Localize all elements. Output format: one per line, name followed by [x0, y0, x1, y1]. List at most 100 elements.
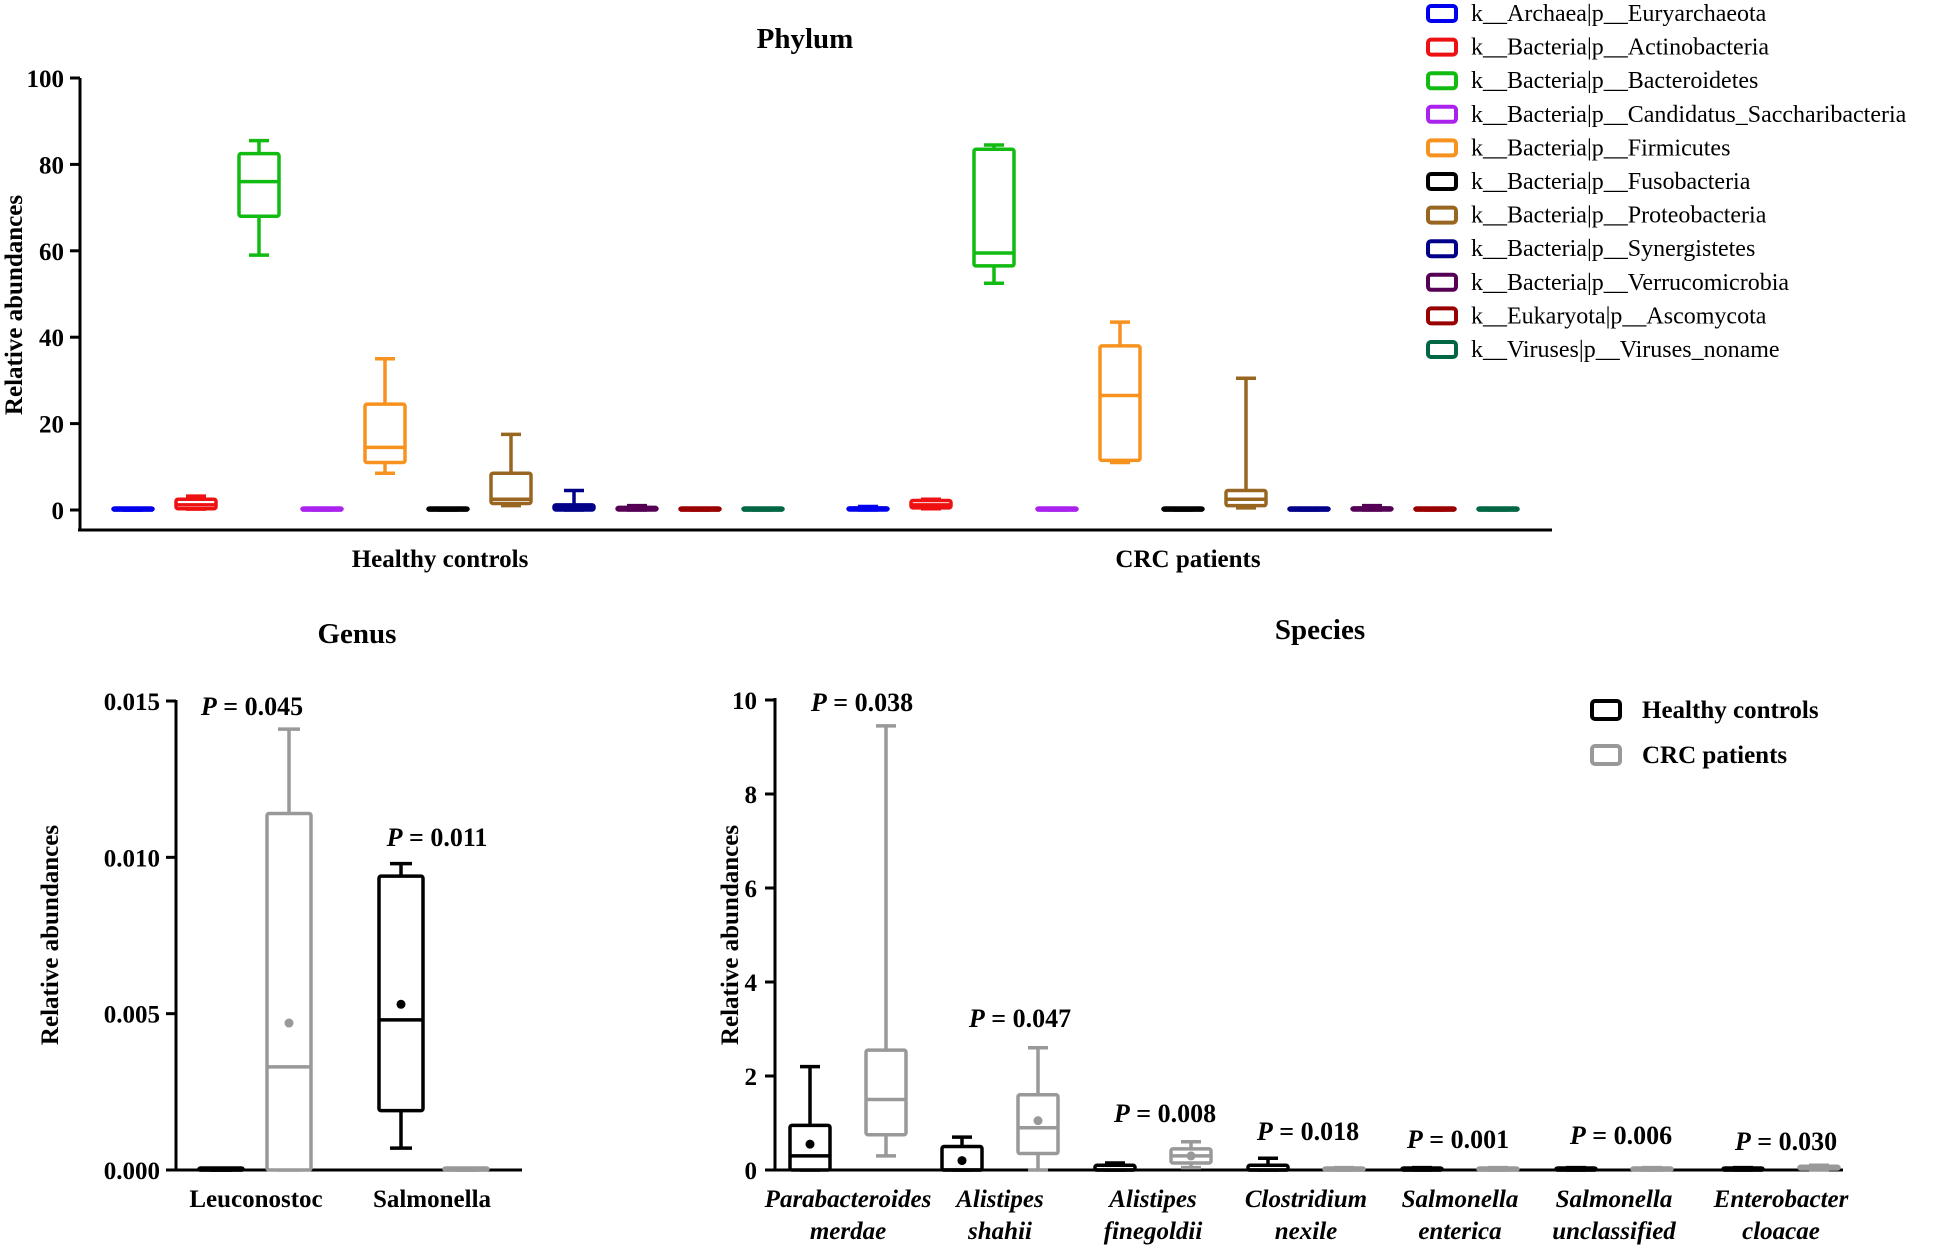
species-y-tick-label: 0: [745, 1158, 758, 1185]
phylum-box: [678, 506, 722, 512]
phylum-y-tick-label: 40: [39, 325, 64, 352]
phylum-box: [1476, 506, 1520, 512]
phylum-box: [909, 497, 953, 511]
phylum-box: [426, 506, 470, 512]
phylum-y-tick-label: 60: [39, 239, 64, 266]
species-category-label: nexile: [1275, 1218, 1338, 1245]
phylum-box: [741, 506, 785, 512]
phylum-box: [615, 503, 659, 512]
species-y-tick-label: 2: [745, 1064, 758, 1091]
phylum-panel: Phylum Relative abundances 020406080100 …: [1, 1, 1907, 573]
species-box: [1016, 1046, 1060, 1172]
legend-swatch: [1590, 699, 1622, 721]
species-category-labels: Parabacteroides merdae Alistipes shahii Alis…: [764, 1186, 1849, 1245]
legend-entry: k__Eukaryota|p__Ascomycota: [1471, 303, 1767, 329]
species-y-ticks: 0 2 4 6 8 10: [732, 688, 775, 1185]
legend-entry: k__Archaea|p__Euryarchaeota: [1471, 1, 1767, 27]
species-boxes: [788, 724, 1841, 1172]
phylum-box: [1350, 503, 1394, 512]
genus-ylabel: Relative abundances: [37, 825, 64, 1045]
phylum-y-tick-label: 100: [27, 66, 65, 93]
species-p-value: P = 0.018: [1256, 1117, 1359, 1146]
genus-y-tick-label: 0.010: [104, 845, 160, 872]
species-box: [1322, 1165, 1366, 1172]
legend-entry: k__Bacteria|p__Bacteroidetes: [1471, 68, 1758, 94]
species-box: [1169, 1140, 1213, 1170]
phylum-y-tick-label: 20: [39, 412, 64, 439]
legend-swatch: [1426, 104, 1458, 124]
phylum-y-ticks: 0 20 40 60 80 100: [27, 66, 80, 525]
legend-swatch: [1590, 744, 1622, 766]
legend-entry: k__Viruses|p__Viruses_noname: [1471, 337, 1780, 363]
box-iqr: [1098, 344, 1142, 463]
species-box: [940, 1135, 984, 1172]
species-legend: Healthy controls CRC patients: [1590, 697, 1819, 769]
species-box: [1476, 1165, 1520, 1172]
species-p-value: P = 0.008: [1113, 1099, 1216, 1128]
species-y-tick-label: 8: [745, 782, 758, 809]
phylum-box: [552, 488, 596, 512]
phylum-y-tick-label: 0: [52, 498, 65, 525]
genus-box: [377, 861, 425, 1150]
genus-p-value: P = 0.011: [386, 823, 488, 852]
genus-box: [265, 727, 313, 1172]
box-mean-point: [957, 1156, 967, 1166]
genus-y-ticks: 0.000 0.005 0.010 0.015: [104, 689, 176, 1185]
genus-category-label: Salmonella: [373, 1186, 492, 1213]
species-title: Species: [1275, 614, 1365, 646]
species-y-tick-label: 4: [745, 970, 758, 997]
box-iqr: [265, 811, 313, 1172]
box-iqr: [864, 1048, 908, 1137]
species-p-value: P = 0.047: [968, 1004, 1071, 1033]
species-y-tick-label: 10: [732, 688, 757, 715]
box-iqr: [377, 874, 425, 1113]
legend-entry: k__Bacteria|p__Verrucomicrobia: [1471, 270, 1789, 296]
phylum-ylabel: Relative abundances: [1, 195, 28, 415]
genus-y-tick-label: 0.015: [104, 689, 160, 716]
species-box: [1246, 1156, 1290, 1172]
legend-entry: Healthy controls: [1642, 697, 1819, 724]
legend-swatch: [1426, 340, 1458, 359]
phylum-box: [1413, 506, 1457, 512]
phylum-box: [1224, 376, 1268, 510]
legend-swatch: [1426, 71, 1458, 91]
legend-swatch: [1426, 138, 1458, 158]
phylum-box: [972, 143, 1016, 285]
phylum-box: [489, 432, 533, 508]
phylum-box: [363, 357, 407, 476]
species-box: [1554, 1165, 1598, 1172]
phylum-y-tick-label: 80: [39, 152, 64, 179]
species-category-label: finegoldii: [1104, 1218, 1203, 1245]
species-p-value: P = 0.030: [1734, 1127, 1837, 1156]
phylum-box: [300, 506, 344, 512]
legend-entry: CRC patients: [1642, 742, 1787, 769]
genus-y-tick-label: 0.005: [104, 1002, 160, 1029]
species-box: [1093, 1161, 1137, 1172]
legend-entry: k__Bacteria|p__Candidatus_Saccharibacter…: [1471, 102, 1907, 128]
phylum-title: Phylum: [757, 23, 854, 55]
phylum-box: [1035, 506, 1079, 512]
phylum-box: [1161, 506, 1205, 512]
legend-swatch: [1426, 172, 1458, 191]
species-box: [788, 1064, 832, 1172]
phylum-box: [846, 504, 890, 512]
box-iqr: [237, 151, 281, 218]
species-category-label: Clostridium: [1245, 1186, 1367, 1213]
phylum-box: [1287, 506, 1331, 512]
species-category-label: enterica: [1418, 1218, 1501, 1245]
phylum-group-label: CRC patients: [1115, 546, 1260, 573]
species-category-label: unclassified: [1552, 1218, 1676, 1245]
species-category-label: Enterobacter: [1713, 1186, 1849, 1213]
phylum-box: [1098, 320, 1142, 465]
phylum-boxes: [111, 138, 1520, 512]
species-category-label: Alistipes: [1107, 1186, 1197, 1213]
legend-swatch: [1426, 37, 1458, 57]
box-mean-point: [396, 999, 406, 1009]
species-category-label: Salmonella: [1402, 1186, 1519, 1213]
phylum-box: [237, 138, 281, 257]
phylum-box: [174, 494, 218, 511]
legend-entry: k__Bacteria|p__Proteobacteria: [1471, 203, 1767, 229]
genus-p-values: P = 0.045 P = 0.011: [200, 692, 488, 852]
genus-box: [197, 1166, 245, 1172]
species-category-label: Alistipes: [954, 1186, 1044, 1213]
